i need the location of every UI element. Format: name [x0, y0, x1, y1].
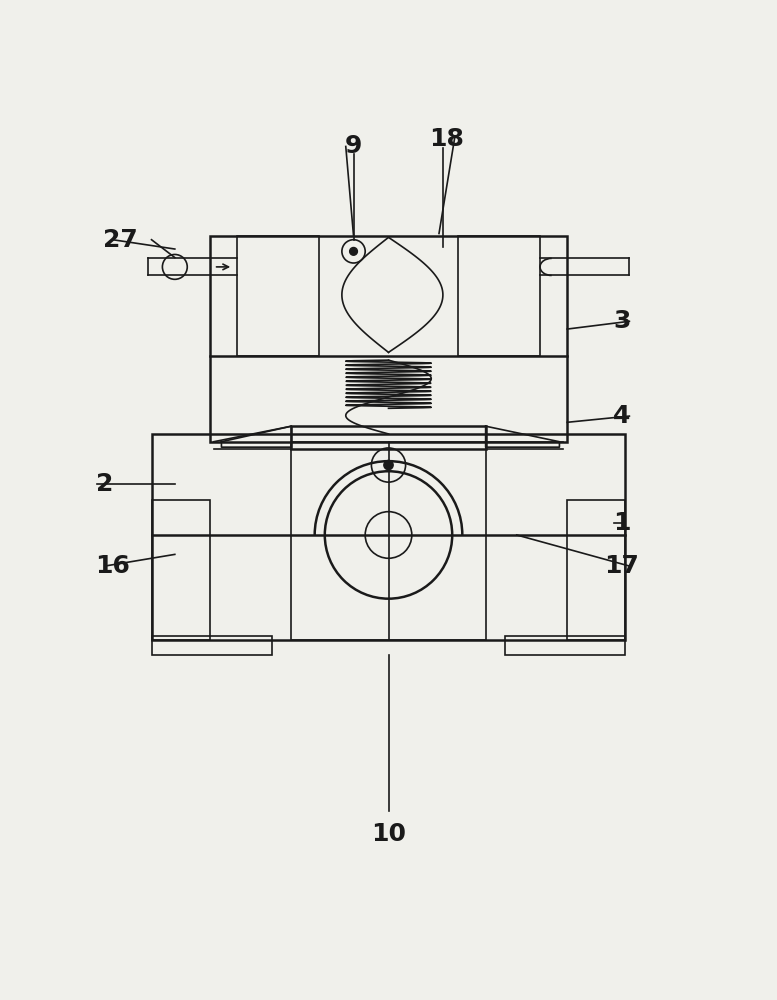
Bar [567, 500, 625, 640]
Text: 3: 3 [613, 309, 630, 333]
Text: 1: 1 [613, 511, 630, 535]
Bar [505, 636, 625, 655]
Text: 2: 2 [96, 472, 113, 496]
Text: 17: 17 [605, 554, 639, 578]
Circle shape [384, 460, 393, 470]
Text: 27: 27 [103, 228, 138, 252]
Text: 9: 9 [345, 134, 362, 158]
Bar [152, 636, 272, 655]
Bar [210, 236, 567, 442]
Text: 18: 18 [430, 127, 464, 151]
Circle shape [350, 247, 357, 255]
Bar [291, 426, 486, 449]
Text: 10: 10 [371, 822, 406, 846]
Bar [237, 236, 319, 356]
Bar [291, 442, 486, 640]
Bar [458, 236, 540, 356]
Bar [152, 434, 625, 640]
Bar [152, 500, 210, 640]
Text: 4: 4 [613, 404, 630, 428]
Text: 16: 16 [96, 554, 130, 578]
